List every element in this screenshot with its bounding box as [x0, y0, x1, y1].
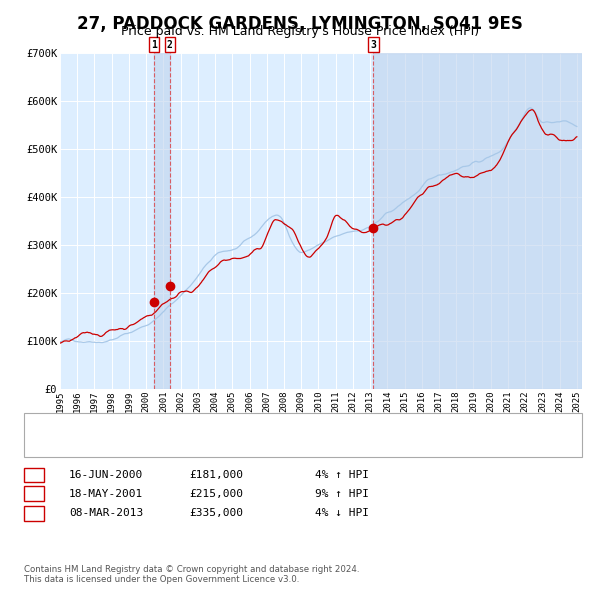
- Text: 16-JUN-2000: 16-JUN-2000: [69, 470, 143, 480]
- Bar: [373, 53, 582, 389]
- Text: 2: 2: [167, 40, 173, 50]
- Bar: [154, 53, 170, 389]
- Text: 08-MAR-2013: 08-MAR-2013: [69, 509, 143, 518]
- Text: ———: ———: [33, 419, 56, 432]
- Text: ———: ———: [33, 438, 56, 451]
- Text: 2: 2: [31, 489, 38, 499]
- Text: HPI: Average price, detached house, New Forest: HPI: Average price, detached house, New …: [69, 440, 356, 450]
- Text: £335,000: £335,000: [189, 509, 243, 518]
- Text: 4% ↓ HPI: 4% ↓ HPI: [315, 509, 369, 518]
- Text: £215,000: £215,000: [189, 489, 243, 499]
- Text: Contains HM Land Registry data © Crown copyright and database right 2024.: Contains HM Land Registry data © Crown c…: [24, 565, 359, 574]
- Text: 3: 3: [370, 40, 376, 50]
- Text: This data is licensed under the Open Government Licence v3.0.: This data is licensed under the Open Gov…: [24, 575, 299, 584]
- Text: £181,000: £181,000: [189, 470, 243, 480]
- Text: 27, PADDOCK GARDENS, LYMINGTON, SO41 9ES: 27, PADDOCK GARDENS, LYMINGTON, SO41 9ES: [77, 15, 523, 33]
- Text: 3: 3: [31, 509, 38, 518]
- Text: 4% ↑ HPI: 4% ↑ HPI: [315, 470, 369, 480]
- Text: 1: 1: [31, 470, 38, 480]
- Text: 1: 1: [151, 40, 157, 50]
- Text: 18-MAY-2001: 18-MAY-2001: [69, 489, 143, 499]
- Text: 27, PADDOCK GARDENS, LYMINGTON, SO41 9ES (detached house): 27, PADDOCK GARDENS, LYMINGTON, SO41 9ES…: [69, 421, 425, 430]
- Text: Price paid vs. HM Land Registry's House Price Index (HPI): Price paid vs. HM Land Registry's House …: [121, 25, 479, 38]
- Text: 9% ↑ HPI: 9% ↑ HPI: [315, 489, 369, 499]
